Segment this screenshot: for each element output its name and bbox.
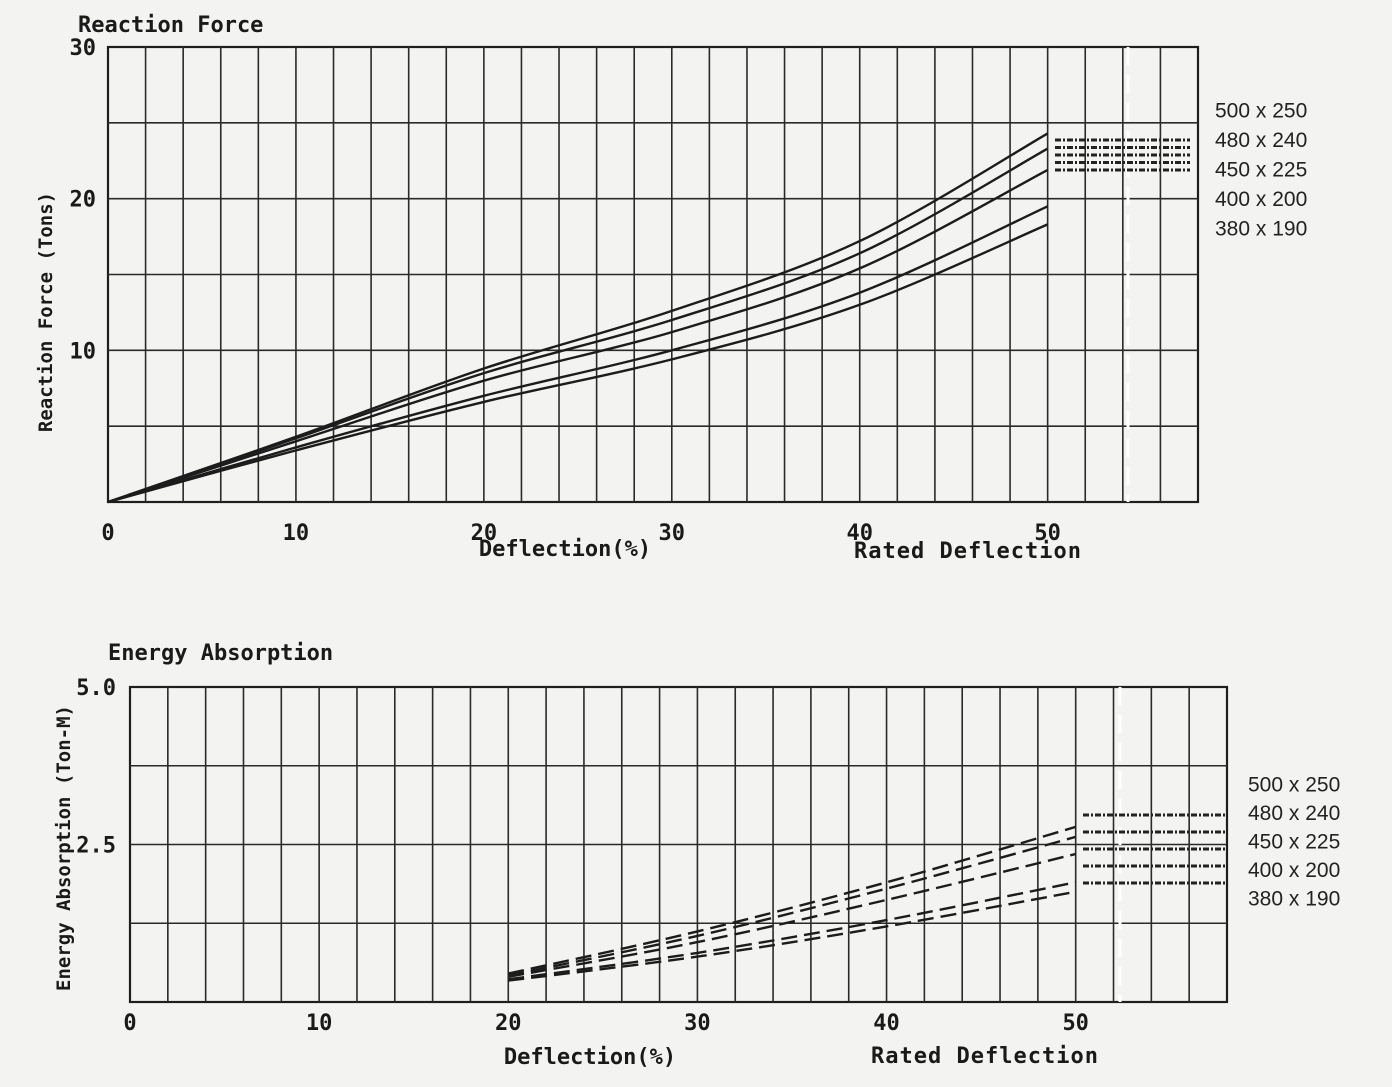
chart2-series-line-2	[508, 835, 1077, 977]
chart1-series-line-3	[107, 168, 1049, 504]
chart1-x-tick-label: 0	[101, 521, 114, 546]
chart2-x-tick-label: 50	[1062, 1011, 1089, 1036]
chart1-series-line-2	[107, 147, 1049, 504]
chart1-x-tick-label: 20	[471, 521, 498, 546]
chart1-legend-label-5: 380 x 190	[1215, 218, 1307, 241]
chart2-x-tick-label: 10	[306, 1011, 333, 1036]
chart2-legend-label-1: 500 x 250	[1248, 774, 1340, 797]
chart2-series-line-3	[508, 852, 1076, 978]
chart1-x-tick-label: 40	[846, 521, 873, 546]
chart2-title: Energy Absorption	[108, 641, 333, 666]
chart2-legend-label-3: 450 x 225	[1248, 831, 1340, 854]
chart1-title: Reaction Force	[78, 13, 263, 38]
chart2-y-tick-label: 2.5	[76, 834, 116, 859]
chart1-legend-label-3: 450 x 225	[1215, 159, 1307, 182]
chart2-x-tick-label: 20	[495, 1011, 522, 1036]
chart2-x-tick-label: 40	[873, 1011, 900, 1036]
chart2-series-line-4	[508, 881, 1076, 981]
chart1-x-tick-label: 30	[659, 521, 686, 546]
chart1-legend-label-2: 480 x 240	[1215, 129, 1307, 152]
chart1-y-tick-label: 20	[70, 188, 97, 213]
chart1-series-line-4	[107, 205, 1049, 504]
chart2-legend-label-2: 480 x 240	[1248, 802, 1340, 825]
chart2-x-tick-label: 0	[123, 1011, 136, 1036]
chart2-y-axis-label: Energy Absorption (Ton-M)	[53, 705, 75, 991]
chart1-y-tick-label: 30	[70, 36, 97, 61]
chart1-x-tick-label: 50	[1034, 521, 1061, 546]
chart1-series-line-5	[107, 223, 1049, 504]
chart2-rated-deflection-label: Rated Deflection	[871, 1044, 1099, 1069]
chart1-x-tick-label: 10	[283, 521, 310, 546]
chart2-series-line-5	[508, 890, 1076, 982]
chart2-legend-label-5: 380 x 190	[1248, 888, 1340, 911]
chart2-legend-label-4: 400 x 200	[1248, 859, 1340, 882]
chart2-x-axis-label: Deflection(%)	[504, 1045, 676, 1070]
chart1-y-axis-label: Reaction Force (Tons)	[35, 192, 57, 432]
chart1-series-line-1	[107, 132, 1049, 504]
chart1-x-axis-label: Deflection(%)	[479, 537, 651, 562]
chart2-y-tick-label: 5.0	[76, 676, 116, 701]
chart2-x-tick-label: 30	[684, 1011, 711, 1036]
chart1-y-tick-label: 10	[70, 339, 97, 364]
chart1-rated-deflection-label: Rated Deflection	[854, 539, 1082, 564]
chart1-legend-label-1: 500 x 250	[1215, 100, 1307, 123]
chart1-legend-label-4: 400 x 200	[1215, 188, 1307, 211]
